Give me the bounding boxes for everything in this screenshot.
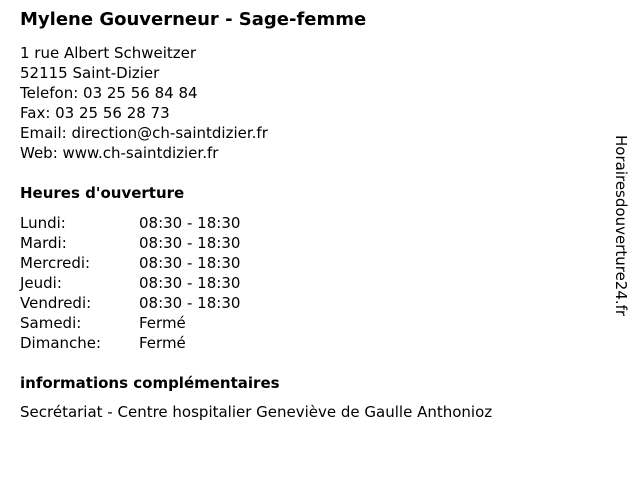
hours-row: Dimanche: Fermé	[20, 333, 240, 353]
contact-block: 1 rue Albert Schweitzer 52115 Saint-Dizi…	[20, 43, 268, 163]
city: 52115 Saint-Dizier	[20, 64, 160, 82]
hours-row: Vendredi: 08:30 - 18:30	[20, 293, 240, 313]
day: Mardi:	[20, 234, 67, 252]
day: Vendredi:	[20, 294, 92, 312]
time: 08:30 - 18:30	[139, 254, 241, 272]
fax: Fax: 03 25 56 28 73	[20, 104, 170, 122]
day: Dimanche:	[20, 334, 102, 352]
info-text: Secrétariat - Centre hospitalier Geneviè…	[20, 403, 493, 421]
info-heading: informations complémentaires	[20, 374, 280, 392]
time: 08:30 - 18:30	[139, 274, 241, 292]
web: Web: www.ch-saintdizier.fr	[20, 144, 219, 162]
day: Mercredi:	[20, 254, 91, 272]
day: Samedi:	[20, 314, 82, 332]
hours-heading: Heures d'ouverture	[20, 184, 185, 202]
hours-row: Jeudi: 08:30 - 18:30	[20, 273, 240, 293]
day: Jeudi:	[20, 274, 62, 292]
time: 08:30 - 18:30	[139, 234, 241, 252]
hours-table: Lundi: 08:30 - 18:30 Mardi: 08:30 - 18:30 …	[20, 213, 240, 353]
hours-row: Mardi: 08:30 - 18:30	[20, 233, 240, 253]
day: Lundi:	[20, 214, 66, 232]
time: 08:30 - 18:30	[139, 214, 241, 232]
time: 08:30 - 18:30	[139, 294, 241, 312]
page-title: Mylene Gouverneur - Sage-femme	[20, 9, 367, 30]
watermark: Horairesdouverture24.fr	[612, 135, 630, 317]
phone: Telefon: 03 25 56 84 84	[20, 84, 198, 102]
email: Email: direction@ch-saintdizier.fr	[20, 124, 268, 142]
time: Fermé	[139, 334, 186, 352]
time: Fermé	[139, 314, 186, 332]
hours-row: Samedi: Fermé	[20, 313, 240, 333]
hours-row: Mercredi: 08:30 - 18:30	[20, 253, 240, 273]
street: 1 rue Albert Schweitzer	[20, 44, 197, 62]
hours-row: Lundi: 08:30 - 18:30	[20, 213, 240, 233]
